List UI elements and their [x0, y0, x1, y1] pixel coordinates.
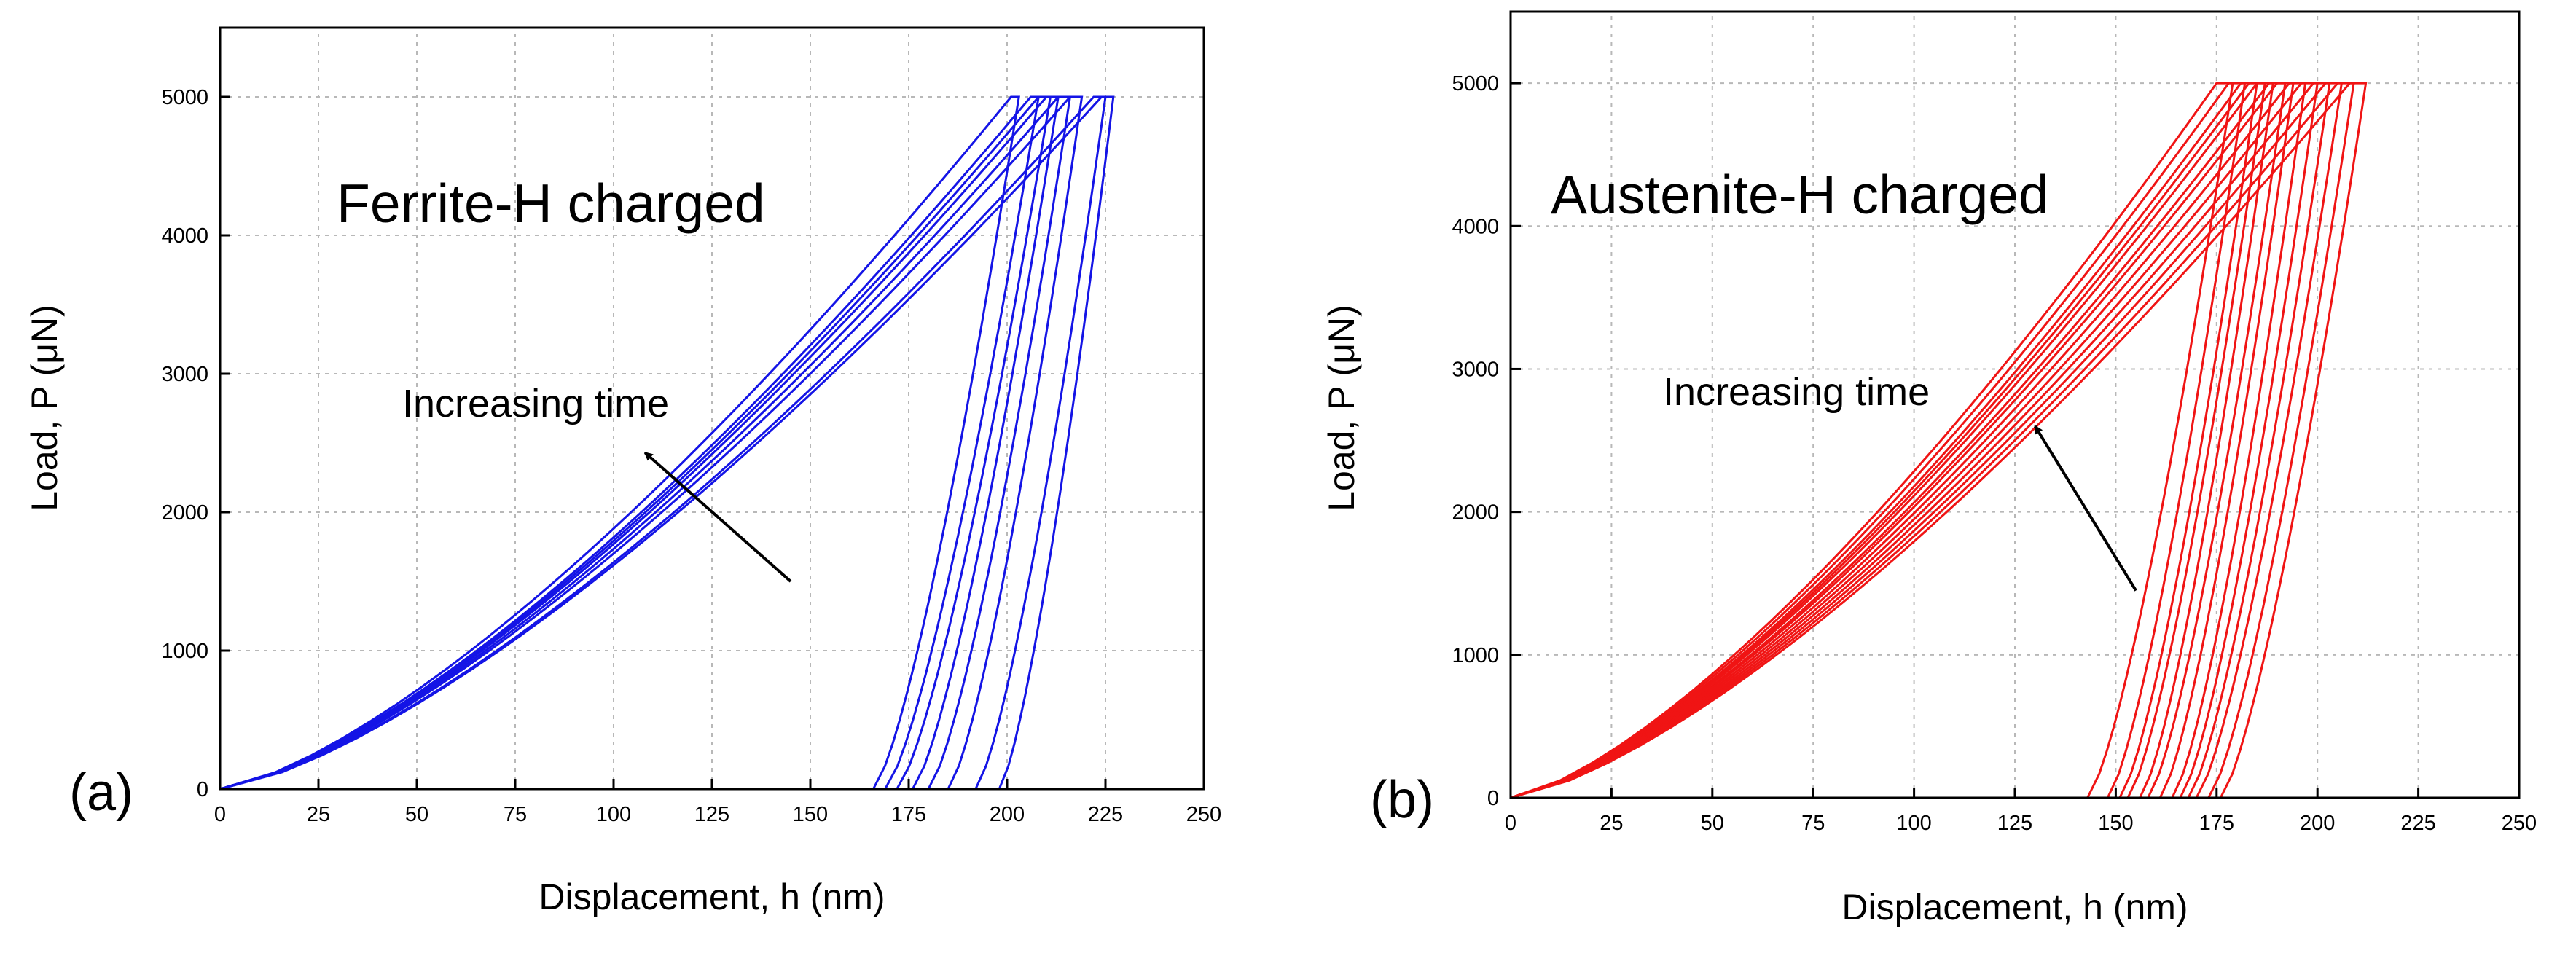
xtick-label-25: 25: [1600, 812, 1623, 835]
annotation-arrow: [2033, 425, 2137, 592]
series-a-4: [219, 95, 1060, 791]
series-a-1: [219, 95, 1020, 791]
series-b-12: [1510, 82, 2355, 799]
series-b-10: [1510, 82, 2331, 799]
annotation-increasing-time: Increasing time: [402, 382, 669, 425]
ytick-label-2000: 2000: [1452, 501, 1499, 525]
series-b-1: [1510, 82, 2234, 799]
x-axis-label: Displacement, h (nm): [539, 876, 885, 917]
series-b-4: [1510, 82, 2266, 799]
xtick-label-100: 100: [1896, 812, 1931, 835]
ytick-label-3000: 3000: [1452, 358, 1499, 381]
ytick-label-5000: 5000: [161, 86, 208, 109]
xtick-label-225: 225: [2400, 812, 2435, 835]
xtick-label-0: 0: [1505, 812, 1516, 835]
series-b-7: [1510, 82, 2295, 799]
series-a-6: [219, 95, 1084, 791]
xtick-label-250: 250: [2502, 812, 2537, 835]
series-b-9: [1510, 82, 2319, 799]
series-b-11: [1510, 82, 2344, 799]
ytick-label-5000: 5000: [1452, 72, 1499, 95]
xtick-label-50: 50: [405, 803, 428, 826]
series-b-13: [1510, 82, 2368, 799]
panel-ferrite: 0 25 50 75 100 125 150 175 200 225 250 0 1000 2000 300…: [24, 26, 1221, 917]
xtick-label-225: 225: [1088, 803, 1123, 826]
series-b-8: [1510, 82, 2307, 799]
xtick-label-75: 75: [504, 803, 527, 826]
xtick-label-100: 100: [596, 803, 631, 826]
series-a-7: [219, 95, 1107, 791]
xtick-label-150: 150: [2098, 812, 2133, 835]
ytick-label-4000: 4000: [1452, 215, 1499, 238]
xtick-label-175: 175: [2199, 812, 2234, 835]
ytick-label-2000: 2000: [161, 501, 208, 525]
series-a-8: [219, 95, 1115, 791]
series-b-5: [1510, 82, 2275, 799]
xtick-label-25: 25: [307, 803, 330, 826]
ytick-label-3000: 3000: [161, 363, 208, 386]
y-axis-label: Load, P (μN): [1321, 305, 1362, 511]
panel-austenite: 0 25 50 75 100 125 150 175 200 225 250 0 1000 2000 300…: [1321, 10, 2537, 927]
panel-label-b: (b): [1370, 771, 1434, 829]
xtick-label-75: 75: [1801, 812, 1825, 835]
series-b-3: [1510, 82, 2258, 799]
plot-frame: [1509, 10, 2521, 799]
ytick-label-1000: 1000: [161, 640, 208, 663]
x-axis-label: Displacement, h (nm): [1841, 887, 2188, 927]
annotation-arrow: [643, 451, 792, 583]
chart-title: Ferrite-H charged: [337, 173, 765, 234]
series-b-2: [1510, 82, 2247, 799]
series-a-5: [219, 95, 1072, 791]
series-a-2: [219, 95, 1040, 791]
series-a-3: [219, 95, 1052, 791]
chart-title: Austenite-H charged: [1551, 164, 2049, 225]
xtick-label-250: 250: [1186, 803, 1221, 826]
xtick-label-200: 200: [990, 803, 1025, 826]
xtick-label-200: 200: [2300, 812, 2335, 835]
series-b-6: [1510, 82, 2287, 799]
y-axis-label: Load, P (μN): [24, 305, 65, 511]
ytick-label-1000: 1000: [1452, 644, 1499, 667]
annotation-increasing-time: Increasing time: [1663, 370, 1930, 414]
xtick-label-50: 50: [1701, 812, 1724, 835]
xtick-label-175: 175: [891, 803, 926, 826]
xtick-label-125: 125: [1997, 812, 2032, 835]
xtick-label-150: 150: [793, 803, 828, 826]
ytick-label-4000: 4000: [161, 224, 208, 248]
xtick-label-0: 0: [214, 803, 226, 826]
ytick-label-0: 0: [197, 778, 208, 801]
ytick-label-0: 0: [1487, 787, 1499, 810]
xtick-label-125: 125: [694, 803, 729, 826]
panel-label-a: (a): [69, 764, 133, 822]
